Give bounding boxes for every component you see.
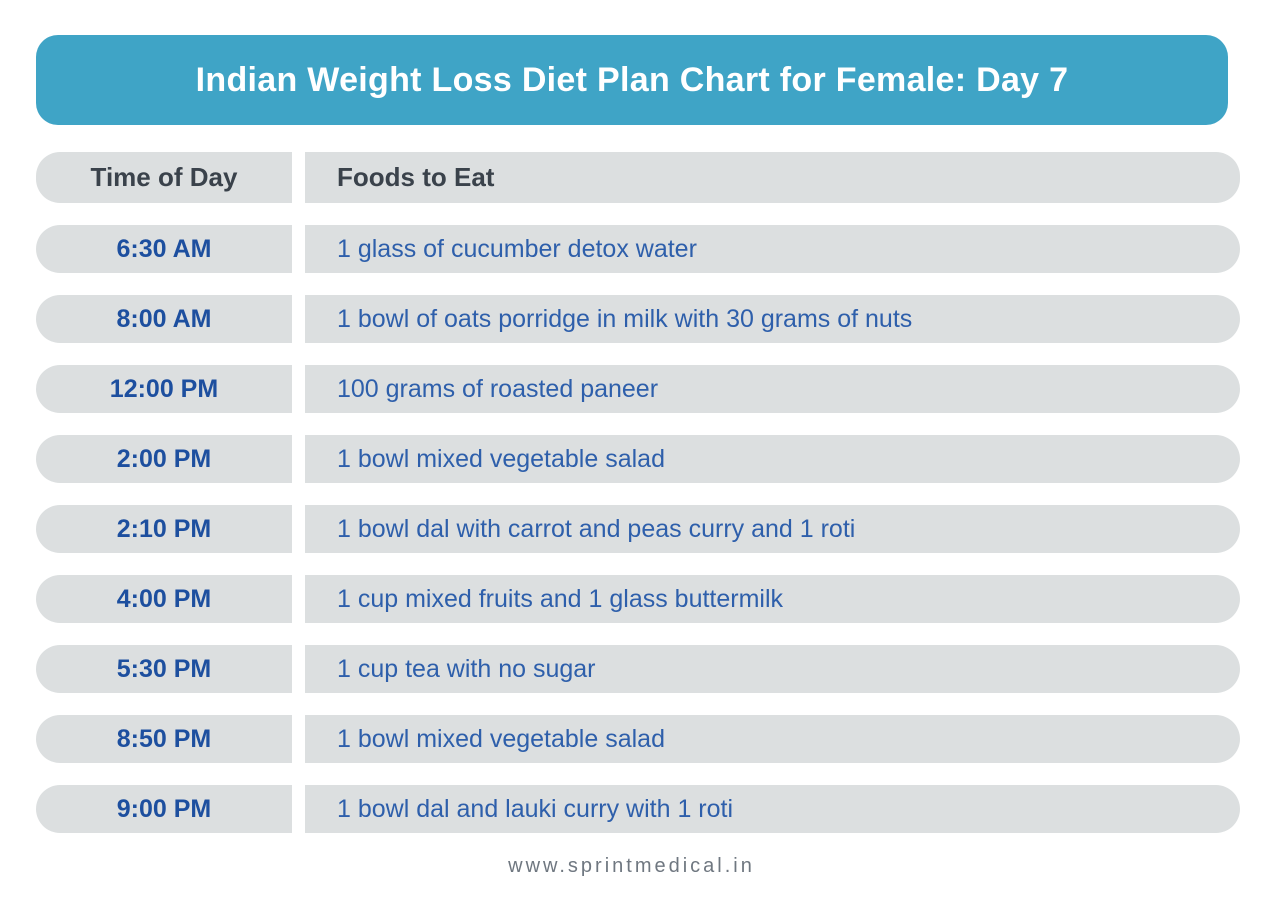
header-time-of-day-label: Time of Day (90, 162, 238, 192)
header-foods-to-eat-label: Foods to Eat (337, 162, 495, 192)
table-header-row: Time of Day Foods to Eat (36, 152, 1240, 203)
table-row: 6:30 AM 1 glass of cucumber detox water (36, 225, 1240, 273)
time-cell: 8:00 AM (36, 295, 292, 343)
time-value: 9:00 PM (116, 794, 212, 823)
page-title: Indian Weight Loss Diet Plan Chart for F… (195, 60, 1069, 99)
table-row: 8:50 PM 1 bowl mixed vegetable salad (36, 715, 1240, 763)
time-cell: 12:00 PM (36, 365, 292, 413)
time-value: 12:00 PM (109, 374, 219, 403)
time-cell: 8:50 PM (36, 715, 292, 763)
food-value: 1 bowl of oats porridge in milk with 30 … (337, 304, 913, 333)
food-value: 1 cup mixed fruits and 1 glass buttermil… (337, 584, 784, 613)
footer: www.sprintmedical.in (0, 855, 1263, 878)
time-value: 2:00 PM (116, 444, 212, 473)
time-value: 8:50 PM (116, 724, 212, 753)
food-cell: 1 bowl of oats porridge in milk with 30 … (305, 295, 1240, 343)
table-row: 5:30 PM 1 cup tea with no sugar (36, 645, 1240, 693)
food-value: 1 bowl mixed vegetable salad (337, 724, 665, 753)
diet-table: Time of Day Foods to Eat 6:30 AM 1 glass… (36, 152, 1240, 833)
header-time-of-day-cell: Time of Day (36, 152, 292, 203)
food-value: 1 glass of cucumber detox water (337, 234, 697, 263)
food-cell: 1 bowl dal and lauki curry with 1 roti (305, 785, 1240, 833)
food-cell: 100 grams of roasted paneer (305, 365, 1240, 413)
table-row: 8:00 AM 1 bowl of oats porridge in milk … (36, 295, 1240, 343)
food-value: 1 cup tea with no sugar (337, 654, 596, 683)
food-value: 100 grams of roasted paneer (337, 374, 659, 403)
time-cell: 6:30 AM (36, 225, 292, 273)
time-value: 2:10 PM (116, 514, 212, 543)
time-cell: 4:00 PM (36, 575, 292, 623)
page-title-banner: Indian Weight Loss Diet Plan Chart for F… (36, 35, 1228, 125)
food-value: 1 bowl dal with carrot and peas curry an… (337, 514, 856, 543)
food-cell: 1 glass of cucumber detox water (305, 225, 1240, 273)
time-value: 4:00 PM (116, 584, 212, 613)
time-cell: 2:10 PM (36, 505, 292, 553)
time-value: 6:30 AM (116, 234, 212, 263)
table-row: 12:00 PM 100 grams of roasted paneer (36, 365, 1240, 413)
food-cell: 1 bowl dal with carrot and peas curry an… (305, 505, 1240, 553)
time-cell: 5:30 PM (36, 645, 292, 693)
header-foods-to-eat-cell: Foods to Eat (305, 152, 1240, 203)
food-cell: 1 bowl mixed vegetable salad (305, 715, 1240, 763)
food-cell: 1 cup mixed fruits and 1 glass buttermil… (305, 575, 1240, 623)
table-row: 2:10 PM 1 bowl dal with carrot and peas … (36, 505, 1240, 553)
food-cell: 1 cup tea with no sugar (305, 645, 1240, 693)
time-value: 8:00 AM (116, 304, 212, 333)
table-row: 9:00 PM 1 bowl dal and lauki curry with … (36, 785, 1240, 833)
food-value: 1 bowl mixed vegetable salad (337, 444, 665, 473)
food-cell: 1 bowl mixed vegetable salad (305, 435, 1240, 483)
table-row: 4:00 PM 1 cup mixed fruits and 1 glass b… (36, 575, 1240, 623)
time-value: 5:30 PM (116, 654, 212, 683)
food-value: 1 bowl dal and lauki curry with 1 roti (337, 794, 734, 823)
table-row: 2:00 PM 1 bowl mixed vegetable salad (36, 435, 1240, 483)
time-cell: 9:00 PM (36, 785, 292, 833)
diet-table-body: 6:30 AM 1 glass of cucumber detox water … (36, 225, 1240, 833)
footer-url: www.sprintmedical.in (508, 855, 755, 877)
time-cell: 2:00 PM (36, 435, 292, 483)
